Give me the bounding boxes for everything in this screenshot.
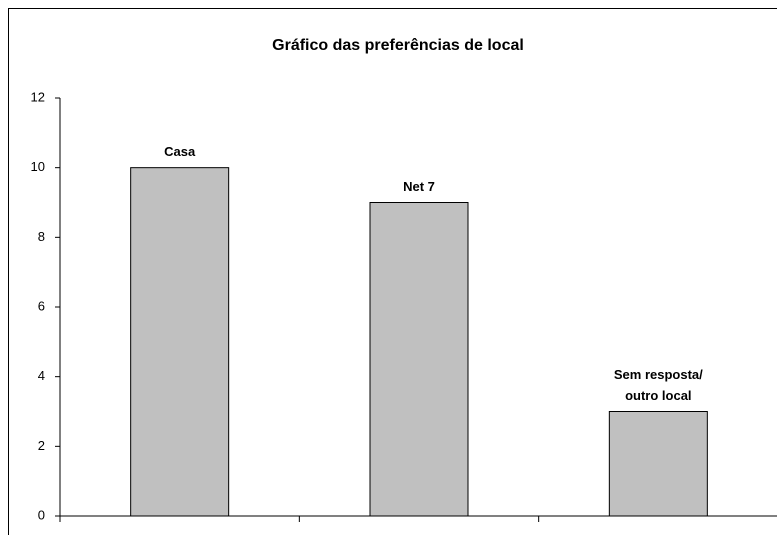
y-tick-label: 0 bbox=[38, 507, 45, 522]
bar-label: Sem resposta/ outro local bbox=[613, 366, 703, 403]
bar bbox=[130, 167, 230, 517]
y-tick-label: 6 bbox=[38, 298, 45, 313]
bar-label: Net 7 bbox=[403, 178, 435, 194]
y-tick-label: 10 bbox=[31, 159, 45, 174]
bar-label: Casa bbox=[164, 143, 196, 159]
y-tick-label: 12 bbox=[31, 89, 45, 104]
y-tick-label: 2 bbox=[38, 438, 45, 453]
bar bbox=[369, 202, 469, 517]
bar bbox=[608, 411, 708, 517]
y-tick-label: 8 bbox=[38, 229, 45, 244]
y-tick-label: 4 bbox=[38, 368, 45, 383]
chart-title: Gráfico das preferências de local bbox=[272, 37, 524, 54]
